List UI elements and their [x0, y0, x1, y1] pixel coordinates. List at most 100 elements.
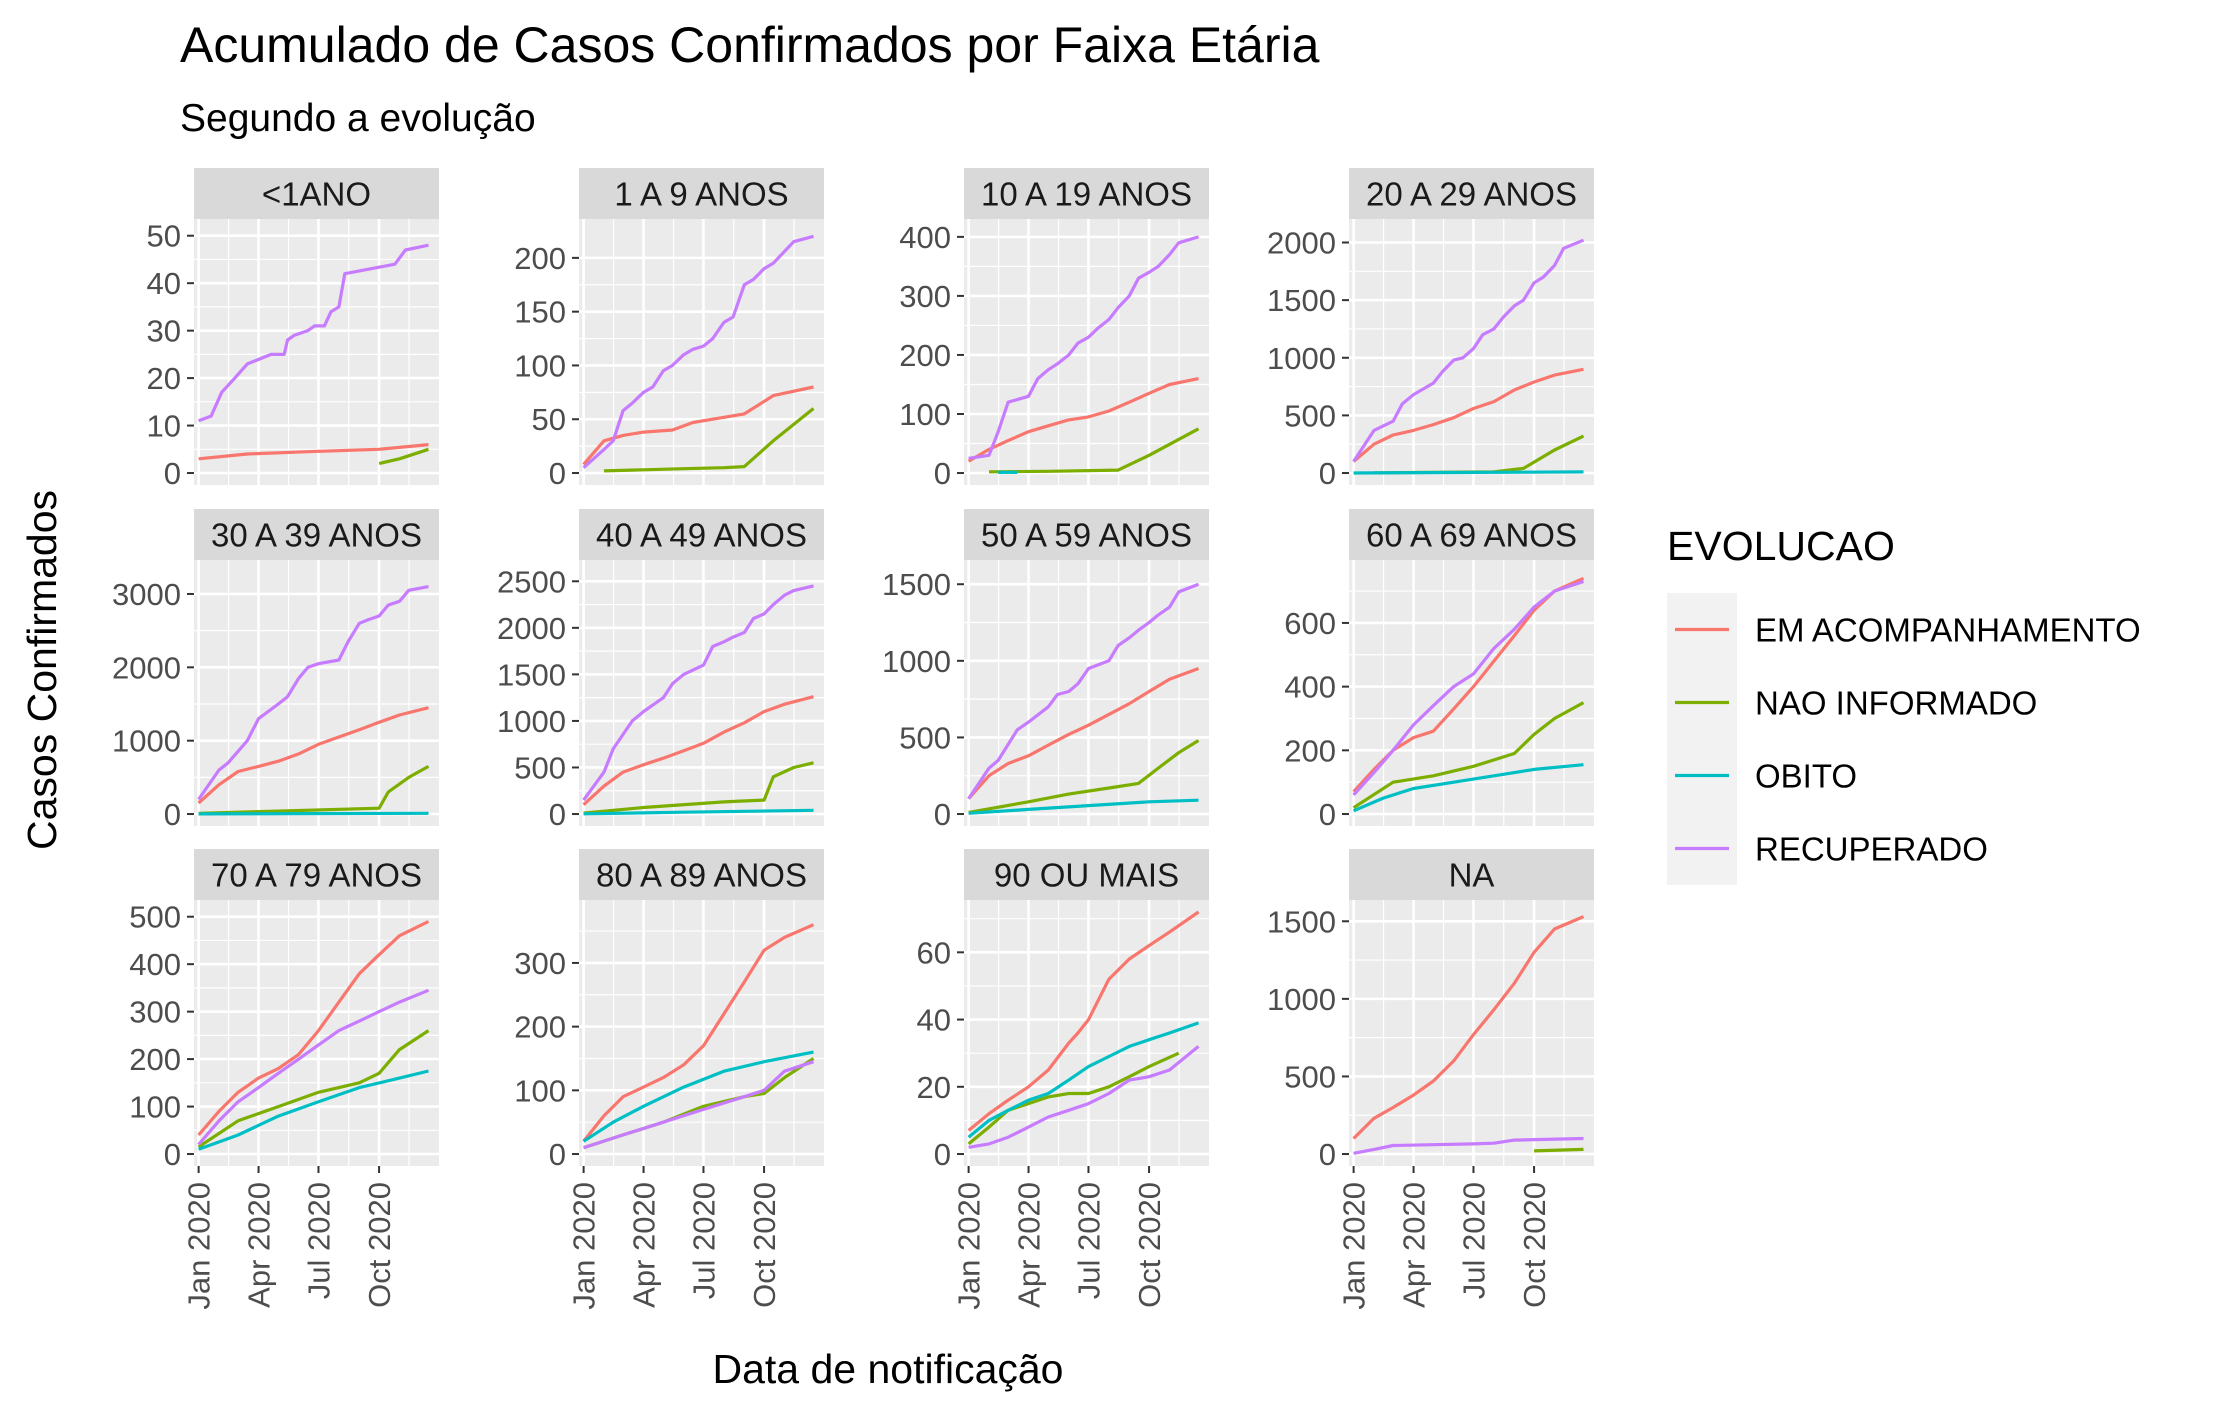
- panel-background: [194, 560, 439, 826]
- strip-label-20-a-29-anos: 20 A 29 ANOS: [1366, 176, 1577, 213]
- y-tick-label: 300: [129, 995, 181, 1030]
- series-line-obito: [198, 811, 429, 816]
- series-line-recuperado: [1352, 238, 1585, 463]
- strip-70-a-79-anos: [194, 849, 439, 900]
- strip-40-a-49-anos: [579, 509, 824, 560]
- series-line-nao-informado: [1352, 701, 1585, 810]
- x-tick-label: Oct 2020: [1132, 1182, 1167, 1308]
- x-tick-label: Jan 2020: [952, 1182, 987, 1310]
- y-tick-label: 600: [1284, 606, 1336, 641]
- strip-label-under-1-ano: <1ANO: [262, 176, 371, 213]
- strip-label-1-a-9-anos: 1 A 9 ANOS: [614, 176, 788, 213]
- strip-30-a-39-anos: [194, 509, 439, 560]
- y-tick-label: 500: [129, 900, 181, 935]
- y-tick-label: 100: [514, 1073, 566, 1108]
- series-line-obito: [968, 798, 1199, 815]
- strip-label-30-a-39-anos: 30 A 39 ANOS: [211, 517, 422, 554]
- y-tick-label: 2500: [497, 564, 566, 599]
- panel-90-ou-mais: 90 OU MAIS 0 20 40 60 Jan 2020 Apr 2020 Jul 202…: [917, 849, 1209, 1310]
- series-line-recuperado: [583, 1060, 814, 1150]
- series-line-recuperado: [197, 585, 429, 801]
- y-tick-label: 0: [164, 456, 181, 491]
- y-tick-label: 2000: [112, 650, 181, 685]
- x-tick-label: Jan 2020: [182, 1182, 217, 1310]
- y-tick-label: 400: [899, 220, 951, 255]
- strip-label-70-a-79-anos: 70 A 79 ANOS: [211, 857, 422, 894]
- y-tick-label: 50: [147, 219, 181, 254]
- panel-40-a-49-anos: 40 A 49 ANOS 0 500 1000 1500 2000 2500: [497, 509, 824, 832]
- y-tick-label: 1500: [497, 657, 566, 692]
- panel-background: [579, 219, 824, 485]
- y-tick-label: 500: [899, 720, 951, 755]
- series-line-obito: [582, 1050, 814, 1143]
- x-tick-label: Jul 2020: [1457, 1182, 1492, 1299]
- y-tick-label: 0: [549, 797, 566, 832]
- series-line-recuperado: [967, 582, 1200, 800]
- y-tick-label: 100: [129, 1090, 181, 1125]
- series-line-em-acompanhamento: [1352, 367, 1584, 463]
- legend-entry-em-acompanhamento: EM ACOMPANHAMENTO: [1667, 593, 2141, 666]
- y-tick-label: 0: [934, 797, 951, 832]
- y-tick-label: 60: [917, 935, 951, 970]
- y-tick-label: 1000: [1267, 982, 1336, 1017]
- legend-label: NAO INFORMADO: [1755, 685, 2037, 722]
- panel-10-a-19-anos: 10 A 19 ANOS 0 100 200 300 400: [899, 168, 1209, 491]
- x-tick-label: Oct 2020: [1517, 1182, 1552, 1308]
- series-line-recuperado: [197, 988, 430, 1146]
- y-tick-label: 40: [147, 266, 181, 301]
- y-tick-label: 500: [1284, 398, 1336, 433]
- series-line-obito: [1352, 763, 1584, 813]
- y-tick-label: 200: [899, 338, 951, 373]
- chart-subtitle: Segundo a evolução: [180, 97, 536, 140]
- y-tick-label: 2000: [1267, 225, 1336, 260]
- strip-80-a-89-anos: [579, 849, 824, 900]
- panel-70-a-79-anos: 70 A 79 ANOS 0 100 200 300 400 500 Jan 2020 Apr …: [129, 849, 439, 1310]
- y-tick-label: 500: [1284, 1059, 1336, 1094]
- y-tick-label: 400: [129, 947, 181, 982]
- y-tick-label: 200: [1284, 733, 1336, 768]
- strip-label-90-ou-mais: 90 OU MAIS: [994, 857, 1179, 894]
- strip-label-10-a-19-anos: 10 A 19 ANOS: [981, 176, 1192, 213]
- panel-20-a-29-anos: 20 A 29 ANOS 0 500 1000 1500 2000: [1267, 168, 1594, 491]
- panel-na: NA 0 500 1000 1500 Jan 2020 Apr 2020 Jul 2020 Oc…: [1267, 849, 1594, 1310]
- panel-background: [579, 560, 824, 826]
- panel-under-1-ano: <1ANO 0 10 20 30 40 50: [147, 168, 439, 491]
- series-line-nao-informado: [968, 739, 1200, 815]
- y-tick-label: 200: [514, 1010, 566, 1045]
- series-line-recuperado: [582, 234, 814, 469]
- y-tick-label: 150: [514, 295, 566, 330]
- x-tick-label: Jan 2020: [1337, 1182, 1372, 1310]
- y-tick-label: 1000: [1267, 341, 1336, 376]
- panel-background: [194, 219, 439, 485]
- panel-50-a-59-anos: 50 A 59 ANOS 0 500 1000 1500: [882, 509, 1209, 832]
- strip-label-40-a-49-anos: 40 A 49 ANOS: [596, 517, 807, 554]
- series-line-em-acompanhamento: [582, 923, 815, 1143]
- y-tick-label: 0: [549, 1137, 566, 1172]
- series-line-recuperado: [582, 584, 814, 802]
- y-tick-label: 40: [917, 1003, 951, 1038]
- legend-entries: EM ACOMPANHAMENTO NAO INFORMADO OBITO RECUP…: [1667, 593, 2141, 885]
- y-tick-label: 300: [899, 279, 951, 314]
- y-tick-label: 0: [1319, 797, 1336, 832]
- x-tick-label: Apr 2020: [1397, 1182, 1432, 1308]
- x-tick-label: Oct 2020: [747, 1182, 782, 1308]
- legend-entry-recuperado: RECUPERADO: [1667, 812, 1988, 885]
- x-tick-label: Apr 2020: [242, 1182, 277, 1308]
- legend-label: EM ACOMPANHAMENTO: [1755, 612, 2141, 649]
- series-line-recuperado: [1353, 1136, 1584, 1155]
- strip-50-a-59-anos: [964, 509, 1209, 560]
- series-line-em-acompanhamento: [967, 666, 1200, 800]
- series-line-em-acompanhamento: [1352, 915, 1585, 1140]
- y-tick-label: 0: [164, 1137, 181, 1172]
- x-tick-label: Apr 2020: [627, 1182, 662, 1308]
- strip-1-a-9-anos: [579, 168, 824, 219]
- y-tick-label: 500: [514, 750, 566, 785]
- x-tick-label: Jul 2020: [1072, 1182, 1107, 1299]
- y-tick-label: 0: [1319, 1137, 1336, 1172]
- strip-label-60-a-69-anos: 60 A 69 ANOS: [1366, 517, 1577, 554]
- legend-label: RECUPERADO: [1755, 831, 1988, 868]
- legend-entry-nao-informado: NAO INFORMADO: [1667, 666, 2037, 739]
- panel-80-a-89-anos: 80 A 89 ANOS 0 100 200 300 Jan 2020 Apr 2020 Ju…: [514, 849, 824, 1310]
- strip-under-1-ano: [194, 168, 439, 219]
- y-tick-label: 200: [129, 1042, 181, 1077]
